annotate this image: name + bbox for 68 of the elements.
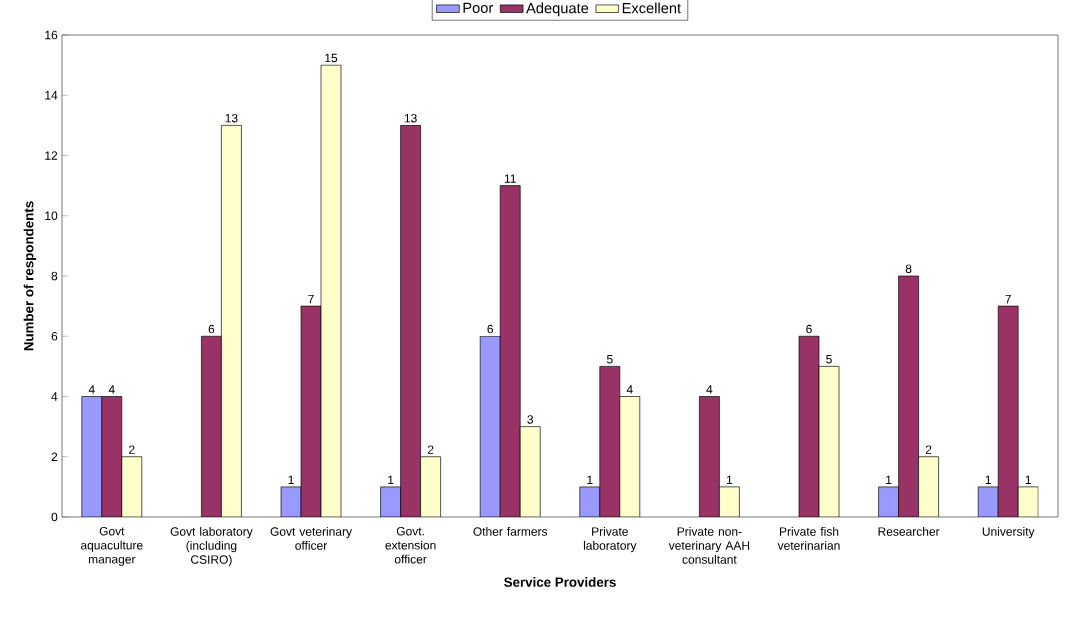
data-label: 2: [129, 445, 135, 454]
bar: [619, 396, 641, 517]
y-tick-label: 16: [45, 30, 58, 40]
y-tick-label: 0: [51, 512, 58, 522]
data-label: 4: [706, 385, 713, 394]
data-label: 6: [487, 324, 494, 334]
data-label: 4: [88, 385, 95, 394]
bar: [997, 305, 1019, 517]
data-label: 7: [308, 294, 314, 304]
data-label: 3: [527, 415, 534, 424]
data-label: 1: [1025, 475, 1031, 484]
x-tick-label: Govt laboratory (including CSIRO): [170, 526, 253, 567]
y-tick-label: 12: [45, 151, 58, 160]
bar: [519, 426, 541, 517]
bar: [121, 456, 143, 517]
legend-label: Poor: [463, 2, 494, 14]
x-tick-label: Govt. extension officer: [385, 526, 436, 564]
data-label: 4: [626, 385, 633, 394]
data-label: 2: [925, 445, 932, 454]
bar: [479, 335, 501, 517]
x-tick-label: Researcher: [878, 526, 940, 536]
data-label: 8: [905, 264, 912, 274]
data-label: 1: [726, 475, 733, 484]
y-tick-label: 6: [51, 332, 58, 341]
data-label: 13: [404, 113, 417, 123]
y-tick-label: 10: [45, 211, 58, 221]
data-label: 5: [826, 355, 832, 364]
y-axis-title: Number of respondents: [23, 201, 37, 351]
data-label: 1: [985, 475, 991, 484]
data-label: 11: [504, 174, 516, 183]
bar: [499, 185, 521, 517]
bar: [918, 456, 939, 517]
data-label: 1: [388, 475, 394, 484]
bar: [201, 335, 222, 517]
data-label: 4: [108, 385, 115, 394]
x-tick-label: University: [982, 526, 1035, 539]
data-label: 7: [1005, 294, 1011, 304]
bar: [699, 396, 720, 517]
y-tick-label: 8: [51, 271, 58, 281]
data-label: 6: [208, 324, 215, 334]
x-tick-label: Private laboratory: [583, 526, 637, 553]
data-label: 2: [427, 445, 434, 454]
x-tick-label: Private fish veterinarian: [777, 526, 840, 550]
x-tick-label: Other farmers: [473, 526, 548, 536]
legend-label: Adequate: [526, 2, 589, 17]
data-label: 1: [587, 475, 593, 484]
x-axis-title: Service Providers: [504, 577, 616, 587]
data-label: 6: [806, 324, 812, 334]
x-tick-label: Private non-veterinary AAH consultant: [668, 526, 750, 564]
x-tick-label: Govt aquaculture manager: [80, 526, 143, 566]
data-label: 5: [606, 355, 613, 364]
bar: [81, 396, 103, 517]
data-label: 1: [288, 475, 294, 484]
bar: [320, 64, 342, 517]
x-tick-label: Govt veterinary officer: [270, 526, 352, 550]
y-tick-label: 4: [51, 392, 58, 401]
bar: [599, 366, 621, 517]
y-tick-label: 2: [51, 452, 58, 461]
data-label: 1: [886, 475, 892, 484]
y-tick-label: 14: [45, 91, 58, 100]
bar: [420, 456, 441, 517]
bar: [221, 125, 242, 517]
bar: [101, 396, 123, 517]
data-label: 13: [225, 113, 238, 123]
bar: [400, 125, 421, 517]
data-label: 15: [325, 53, 338, 63]
bar: [898, 275, 919, 517]
legend-label: Excellent: [622, 2, 682, 14]
